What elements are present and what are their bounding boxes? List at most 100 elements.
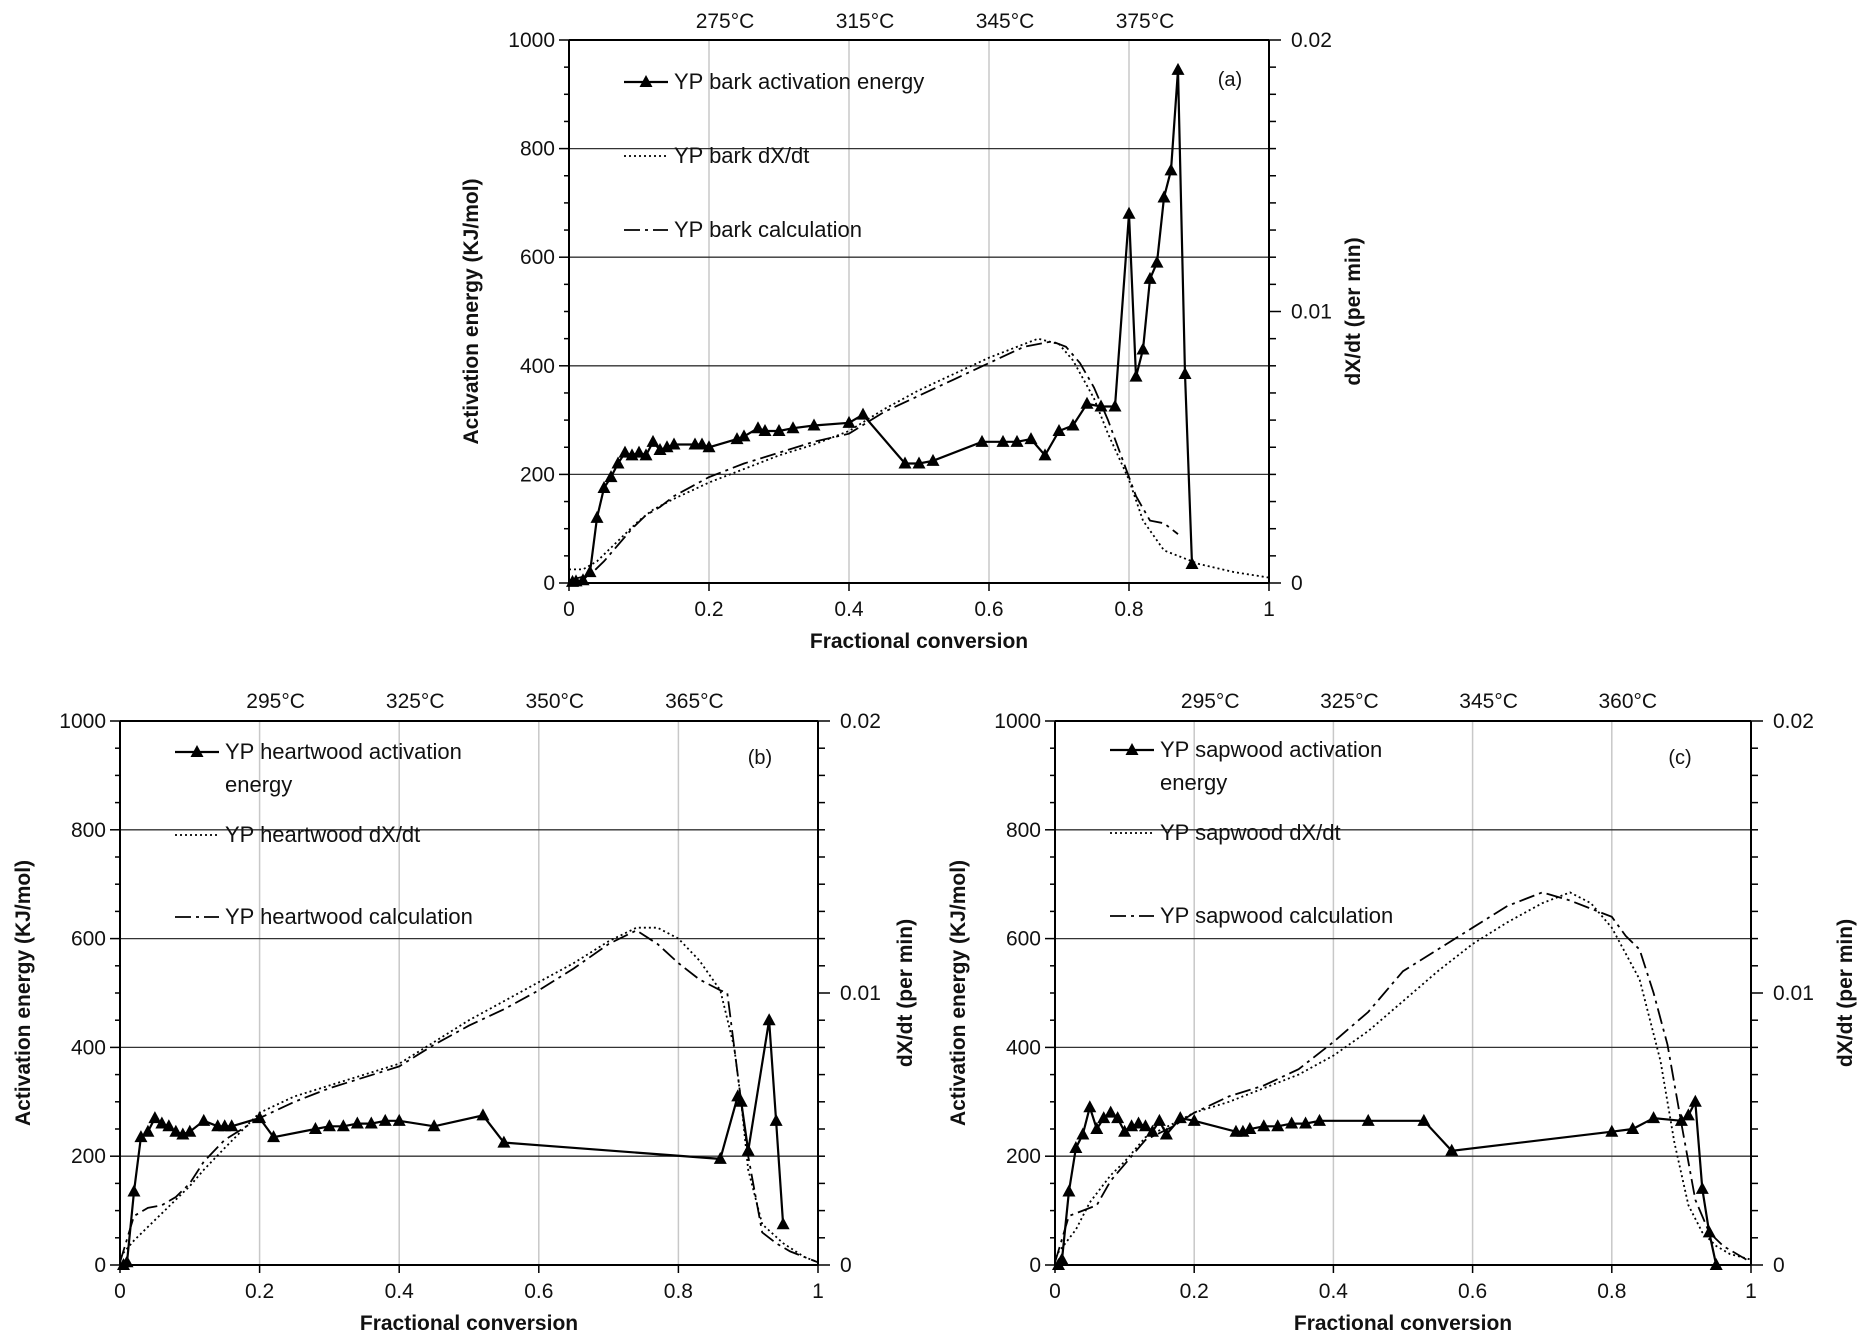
data-point-marker — [1157, 190, 1171, 203]
data-point-marker — [1122, 206, 1136, 219]
data-point-marker — [476, 1108, 490, 1121]
legend-label: YP sapwood calculation — [1160, 903, 1393, 928]
data-point-marker — [120, 1255, 134, 1268]
data-point-marker — [611, 456, 625, 469]
top-temperature-label: 325°C — [386, 690, 445, 713]
y-tick-label: 200 — [1006, 1145, 1041, 1168]
x-axis-title: Fractional conversion — [360, 1312, 578, 1335]
legend-label: YP sapwood dX/dt — [1160, 820, 1341, 845]
top-temperature-label: 295°C — [1181, 690, 1240, 713]
data-point-marker — [141, 1124, 155, 1137]
panel-label: (b) — [748, 747, 772, 769]
data-point-marker — [1132, 1116, 1146, 1129]
data-point-marker — [1055, 1252, 1069, 1265]
data-point-marker — [1076, 1127, 1090, 1140]
data-point-marker — [183, 1124, 197, 1137]
data-point-marker — [597, 480, 611, 493]
data-point-marker — [912, 456, 926, 469]
y-axis-title: Activation energy (KJ/mol) — [947, 860, 970, 1126]
data-point-marker — [1083, 1100, 1097, 1113]
data-point-marker — [737, 429, 751, 442]
data-point-marker — [497, 1135, 511, 1148]
data-point-marker — [1164, 163, 1178, 176]
y-tick-label: 800 — [520, 138, 555, 161]
data-point-marker — [926, 453, 940, 466]
data-point-marker — [996, 434, 1010, 447]
y-axis-title: Activation energy (KJ/mol) — [460, 178, 483, 444]
data-point-marker — [646, 434, 660, 447]
legend-marker — [1125, 743, 1139, 755]
data-point-marker — [169, 1124, 183, 1137]
data-point-marker — [1097, 1111, 1111, 1124]
data-point-marker — [155, 1116, 169, 1129]
x-tick-label: 0.8 — [664, 1280, 693, 1303]
data-point-marker — [1152, 1113, 1166, 1126]
top-temperature-label: 275°C — [696, 10, 755, 33]
y2-tick-label: 0 — [840, 1254, 852, 1277]
y-tick-label: 800 — [1006, 819, 1041, 842]
data-point-marker — [702, 440, 716, 453]
series-line-dotted — [119, 926, 819, 1264]
x-tick-label: 1 — [1745, 1280, 1757, 1303]
data-point-marker — [134, 1130, 148, 1143]
legend-label: YP bark dX/dt — [674, 143, 809, 168]
data-point-marker — [1171, 62, 1185, 75]
data-point-marker — [336, 1119, 350, 1132]
y2-tick-label: 0.01 — [1773, 982, 1814, 1005]
data-point-marker — [1143, 271, 1157, 284]
series-line-triangles — [572, 69, 1194, 583]
data-point-marker — [308, 1122, 322, 1134]
data-point-marker — [583, 565, 597, 578]
data-point-marker — [1090, 1122, 1104, 1134]
data-point-marker — [842, 415, 856, 428]
y2-tick-label: 0.02 — [1291, 29, 1332, 52]
data-point-marker — [1104, 1105, 1118, 1118]
y2-tick-label: 0.02 — [840, 710, 881, 733]
top-temperature-label: 350°C — [525, 690, 584, 713]
y2-axis-title: dX/dt (per min) — [894, 919, 917, 1067]
panel-label: (c) — [1668, 747, 1691, 769]
data-point-marker — [225, 1119, 239, 1132]
legend-label-cont: energy — [225, 772, 292, 797]
top-temperature-label: 360°C — [1598, 690, 1657, 713]
top-temperature-label: 345°C — [976, 10, 1035, 33]
legend-label: YP bark activation energy — [674, 69, 924, 94]
data-point-marker — [898, 456, 912, 469]
x-tick-label: 1 — [1263, 598, 1275, 621]
top-temperature-label: 295°C — [246, 690, 305, 713]
y-tick-label: 1000 — [994, 710, 1041, 733]
data-point-marker — [1695, 1181, 1709, 1194]
data-point-marker — [1243, 1122, 1257, 1134]
data-point-marker — [1052, 423, 1066, 436]
data-point-marker — [751, 421, 765, 434]
series-line-triangles — [1057, 1097, 1718, 1266]
top-temperature-label: 325°C — [1320, 690, 1379, 713]
legend-label: YP bark calculation — [674, 217, 862, 242]
data-point-marker — [1010, 434, 1024, 447]
y2-tick-label: 0 — [1291, 572, 1303, 595]
series-line-dashed — [119, 929, 819, 1264]
data-point-marker — [1185, 556, 1199, 569]
y-tick-label: 400 — [1006, 1036, 1041, 1059]
data-point-marker — [604, 470, 618, 483]
data-point-marker — [632, 445, 646, 458]
legend-marker — [639, 75, 653, 87]
data-point-marker — [1257, 1119, 1271, 1132]
data-point-marker — [1417, 1113, 1431, 1126]
data-point-marker — [975, 434, 989, 447]
legend-label: YP sapwood activation — [1160, 737, 1382, 762]
data-point-marker — [127, 1184, 141, 1197]
x-tick-label: 0.2 — [694, 598, 723, 621]
data-point-marker — [1445, 1143, 1459, 1156]
x-tick-label: 0.2 — [245, 1280, 274, 1303]
y-tick-label: 1000 — [59, 710, 106, 733]
data-point-marker — [350, 1116, 364, 1129]
data-point-marker — [322, 1119, 336, 1132]
data-point-marker — [1173, 1111, 1187, 1124]
legend-label: YP heartwood dX/dt — [225, 822, 420, 847]
y2-tick-label: 0.02 — [1773, 710, 1814, 733]
data-point-marker — [1674, 1113, 1688, 1126]
data-point-marker — [1069, 1141, 1083, 1154]
data-point-marker — [618, 445, 632, 458]
